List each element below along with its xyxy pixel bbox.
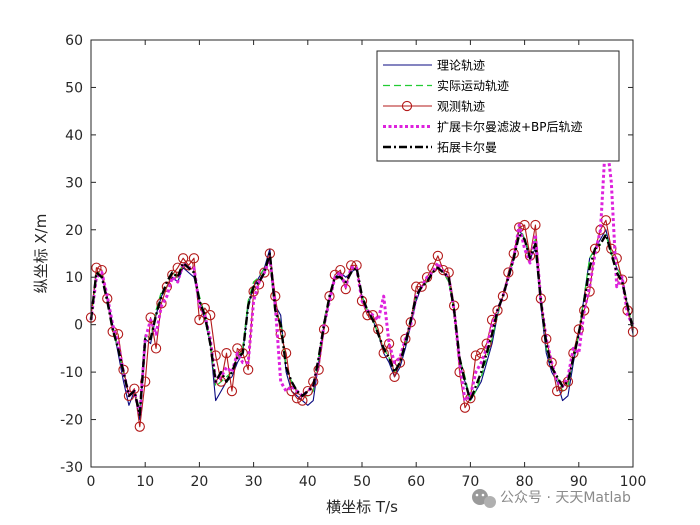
data-point — [275, 329, 286, 340]
series-3 — [89, 133, 635, 417]
data-point — [443, 267, 454, 278]
x-tick-label: 40 — [299, 474, 317, 490]
data-point — [291, 393, 303, 404]
data-point — [194, 314, 205, 326]
x-tick-label: 10 — [136, 474, 154, 490]
data-point — [280, 347, 292, 359]
data-point — [129, 383, 140, 394]
data-point — [177, 253, 189, 264]
data-point — [221, 347, 232, 359]
y-tick-label: 60 — [65, 33, 83, 49]
data-point — [302, 385, 313, 397]
legend-label: 观测轨迹 — [437, 100, 485, 114]
x-tick-label: 0 — [87, 474, 96, 490]
y-tick-label: 20 — [65, 223, 83, 239]
x-axis-label: 横坐标 T/s — [326, 498, 398, 516]
data-point — [346, 260, 357, 271]
data-point — [416, 281, 427, 292]
legend-marker — [401, 100, 413, 112]
legend-label: 扩展卡尔曼滤波+BP后轨迹 — [437, 119, 583, 134]
x-tick-label: 50 — [353, 474, 371, 490]
data-point — [172, 262, 183, 273]
data-point — [503, 267, 514, 278]
data-point — [134, 421, 145, 432]
data-point — [259, 267, 270, 278]
series-line-1 — [90, 224, 634, 411]
series-4 — [89, 233, 635, 417]
x-tick-label: 60 — [407, 474, 425, 490]
data-point — [188, 253, 200, 264]
legend-label: 理论轨迹 — [437, 59, 485, 73]
data-point — [150, 343, 162, 354]
data-point — [459, 402, 471, 413]
y-tick-label: -30 — [60, 460, 83, 476]
y-tick-label: 50 — [65, 80, 83, 96]
x-tick-label: 20 — [190, 474, 208, 490]
y-axis-label: 纵坐标 X/m — [32, 214, 50, 294]
x-tick-label: 70 — [461, 474, 479, 490]
data-point — [584, 286, 595, 297]
data-point — [573, 324, 584, 335]
x-tick-label: 30 — [245, 474, 263, 490]
x-tick-label: 80 — [516, 474, 534, 490]
data-point — [91, 262, 102, 273]
data-point — [243, 364, 254, 375]
legend-label: 拓展卡尔曼 — [437, 140, 497, 155]
y-tick-label: -20 — [60, 413, 83, 429]
ticks-layer: 0 10 20 30 40 50 60 70 80 90 100 -30 -20 -10 0 10 20 30 40… — [60, 33, 646, 490]
y-tick-label: 10 — [65, 270, 83, 286]
data-point — [421, 272, 433, 283]
data-point — [140, 376, 151, 387]
y-tick-label: 40 — [65, 128, 83, 144]
data-point — [226, 385, 238, 397]
wechat-icon — [472, 489, 496, 508]
watermark: 公众号 · 天天Matlab — [472, 489, 631, 508]
data-point — [530, 219, 541, 231]
series-line-4 — [89, 233, 635, 417]
data-point — [497, 291, 509, 302]
y-tick-label: -10 — [60, 365, 83, 381]
data-point — [389, 371, 400, 383]
legend-label: 实际运动轨迹 — [437, 78, 509, 93]
series-line-3 — [89, 133, 635, 417]
data-point — [470, 350, 481, 361]
series-layer — [85, 133, 639, 432]
x-tick-label: 100 — [620, 474, 647, 490]
series-1 — [90, 224, 634, 411]
data-point — [432, 250, 444, 262]
watermark-text: 公众号 · 天天Matlab — [500, 490, 631, 506]
y-tick-label: 0 — [74, 318, 83, 334]
x-tick-label: 90 — [570, 474, 588, 490]
data-point — [237, 347, 248, 359]
data-point — [438, 264, 449, 276]
y-tick-label: 30 — [65, 175, 83, 191]
